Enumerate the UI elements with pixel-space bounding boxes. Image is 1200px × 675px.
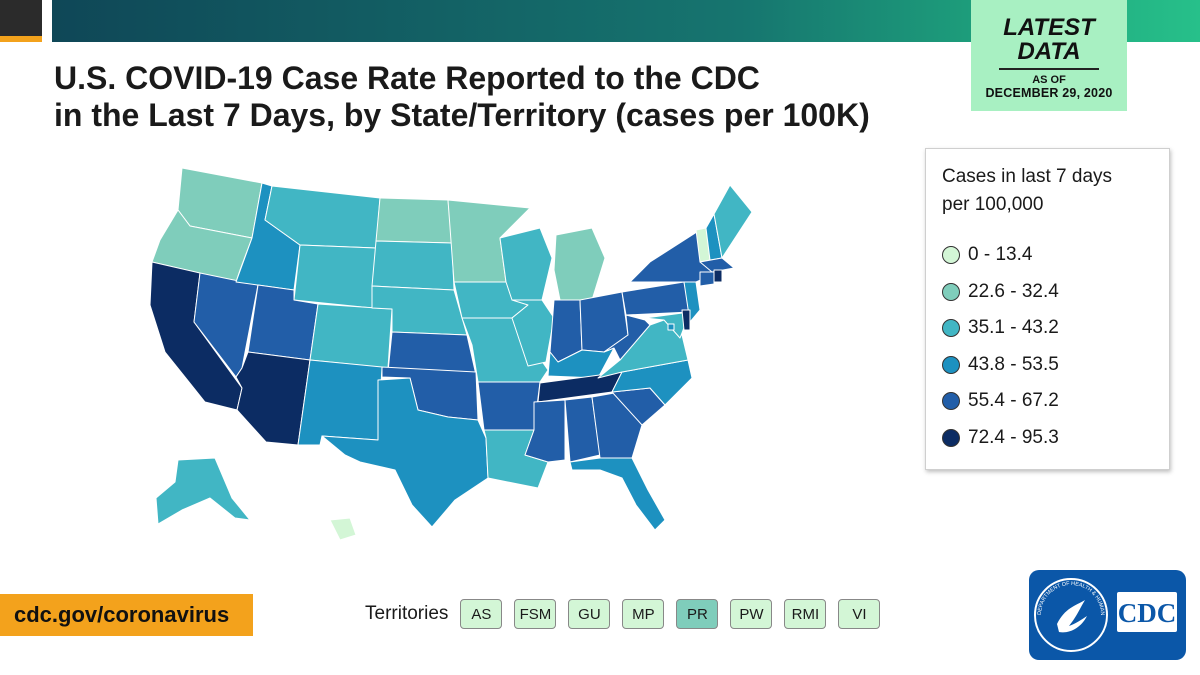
legend-item: 43.8 - 53.5 [942, 347, 1169, 384]
corner-square [0, 0, 42, 42]
map-legend: Cases in last 7 days per 100,000 0 - 13.… [925, 148, 1170, 470]
territories-label: Territories [365, 603, 449, 624]
state-ME[interactable] [713, 184, 753, 259]
cdc-logo: DEPARTMENT OF HEALTH & HUMAN SERVICES US… [1027, 566, 1186, 660]
hhs-seal-ring [1034, 578, 1108, 652]
cdc-text: CDC [1118, 598, 1177, 628]
state-MI[interactable] [553, 227, 606, 301]
badge-divider [999, 68, 1099, 70]
territory-vi[interactable]: VI [838, 599, 881, 629]
state-ND[interactable] [375, 197, 453, 244]
state-NM[interactable] [297, 359, 383, 446]
url-link[interactable]: cdc.gov/coronavirus [14, 602, 230, 627]
hhs-cdc-logo-graphic: DEPARTMENT OF HEALTH & HUMAN SERVICES US… [1027, 566, 1177, 652]
legend-title-line-2: per 100,000 [942, 194, 1044, 215]
state-AZ[interactable] [235, 351, 311, 446]
state-FL[interactable] [569, 457, 666, 531]
state-MD[interactable] [644, 311, 691, 339]
legend-swatch [942, 319, 960, 338]
state-NJ[interactable] [683, 281, 701, 323]
territory-gu[interactable]: GU [568, 599, 611, 629]
url-banner[interactable]: cdc.gov/coronavirus [0, 594, 253, 636]
territory-as[interactable]: AS [460, 599, 503, 629]
hhs-seal-text: DEPARTMENT OF HEALTH & HUMAN SERVICES US… [1029, 570, 1105, 616]
state-DE[interactable] [681, 309, 691, 331]
hhs-eagle-icon [1057, 600, 1087, 633]
badge-data: DATA [1017, 38, 1081, 65]
state-IL[interactable] [511, 299, 555, 367]
territory-rmi[interactable]: RMI [784, 599, 827, 629]
state-SD[interactable] [371, 240, 455, 291]
corner-accent [0, 36, 42, 42]
page-title: U.S. COVID-19 Case Rate Reported to the … [54, 60, 954, 134]
legend-swatch [942, 392, 960, 411]
state-WV[interactable] [603, 314, 651, 361]
state-TX[interactable] [321, 377, 489, 528]
territory-pr[interactable]: PR [676, 599, 719, 629]
legend-label: 22.6 - 32.4 [968, 280, 1059, 302]
hhs-seal-textpath: DEPARTMENT OF HEALTH & HUMAN SERVICES US… [1027, 566, 1105, 616]
legend-title-line-1: Cases in last 7 days [942, 166, 1113, 187]
legend-swatch [942, 246, 960, 265]
state-CT[interactable] [699, 271, 715, 287]
title-line-2: in the Last 7 Days, by State/Territory (… [54, 97, 870, 133]
badge-as-of: AS OF [1032, 74, 1066, 86]
legend-items: 0 - 13.4 22.6 - 32.4 35.1 - 43.2 43.8 - … [942, 237, 1169, 456]
title-line-1: U.S. COVID-19 Case Rate Reported to the … [54, 60, 760, 96]
state-AK[interactable] [155, 457, 251, 525]
territories-row: Territories AS FSM GU MP PR PW RMI VI [365, 598, 892, 630]
legend-item: 35.1 - 43.2 [942, 310, 1169, 347]
legend-item: 72.4 - 95.3 [942, 420, 1169, 457]
cdc-box [1117, 592, 1177, 632]
latest-data-badge: LATEST DATA AS OF DECEMBER 29, 2020 [971, 0, 1127, 111]
legend-title: Cases in last 7 days per 100,000 [942, 163, 1169, 219]
state-MA[interactable] [699, 257, 735, 273]
legend-swatch [942, 428, 960, 447]
legend-label: 72.4 - 95.3 [968, 426, 1059, 448]
state-HI[interactable] [329, 517, 357, 541]
legend-item: 0 - 13.4 [942, 237, 1169, 274]
state-CO[interactable] [309, 303, 393, 369]
legend-swatch [942, 355, 960, 374]
legend-label: 0 - 13.4 [968, 244, 1033, 266]
state-RI[interactable] [713, 269, 723, 283]
territory-fsm[interactable]: FSM [514, 599, 557, 629]
legend-label: 55.4 - 67.2 [968, 390, 1059, 412]
state-DC[interactable] [667, 323, 675, 331]
legend-label: 43.8 - 53.5 [968, 353, 1059, 375]
badge-latest: LATEST [1003, 14, 1095, 41]
legend-item: 55.4 - 67.2 [942, 383, 1169, 420]
state-AR[interactable] [477, 381, 541, 431]
legend-item: 22.6 - 32.4 [942, 274, 1169, 311]
state-WY[interactable] [293, 244, 377, 309]
badge-date: DECEMBER 29, 2020 [985, 86, 1113, 100]
legend-swatch [942, 282, 960, 301]
state-PA[interactable] [621, 281, 691, 316]
legend-label: 35.1 - 43.2 [968, 317, 1059, 339]
territory-pw[interactable]: PW [730, 599, 773, 629]
territory-mp[interactable]: MP [622, 599, 665, 629]
